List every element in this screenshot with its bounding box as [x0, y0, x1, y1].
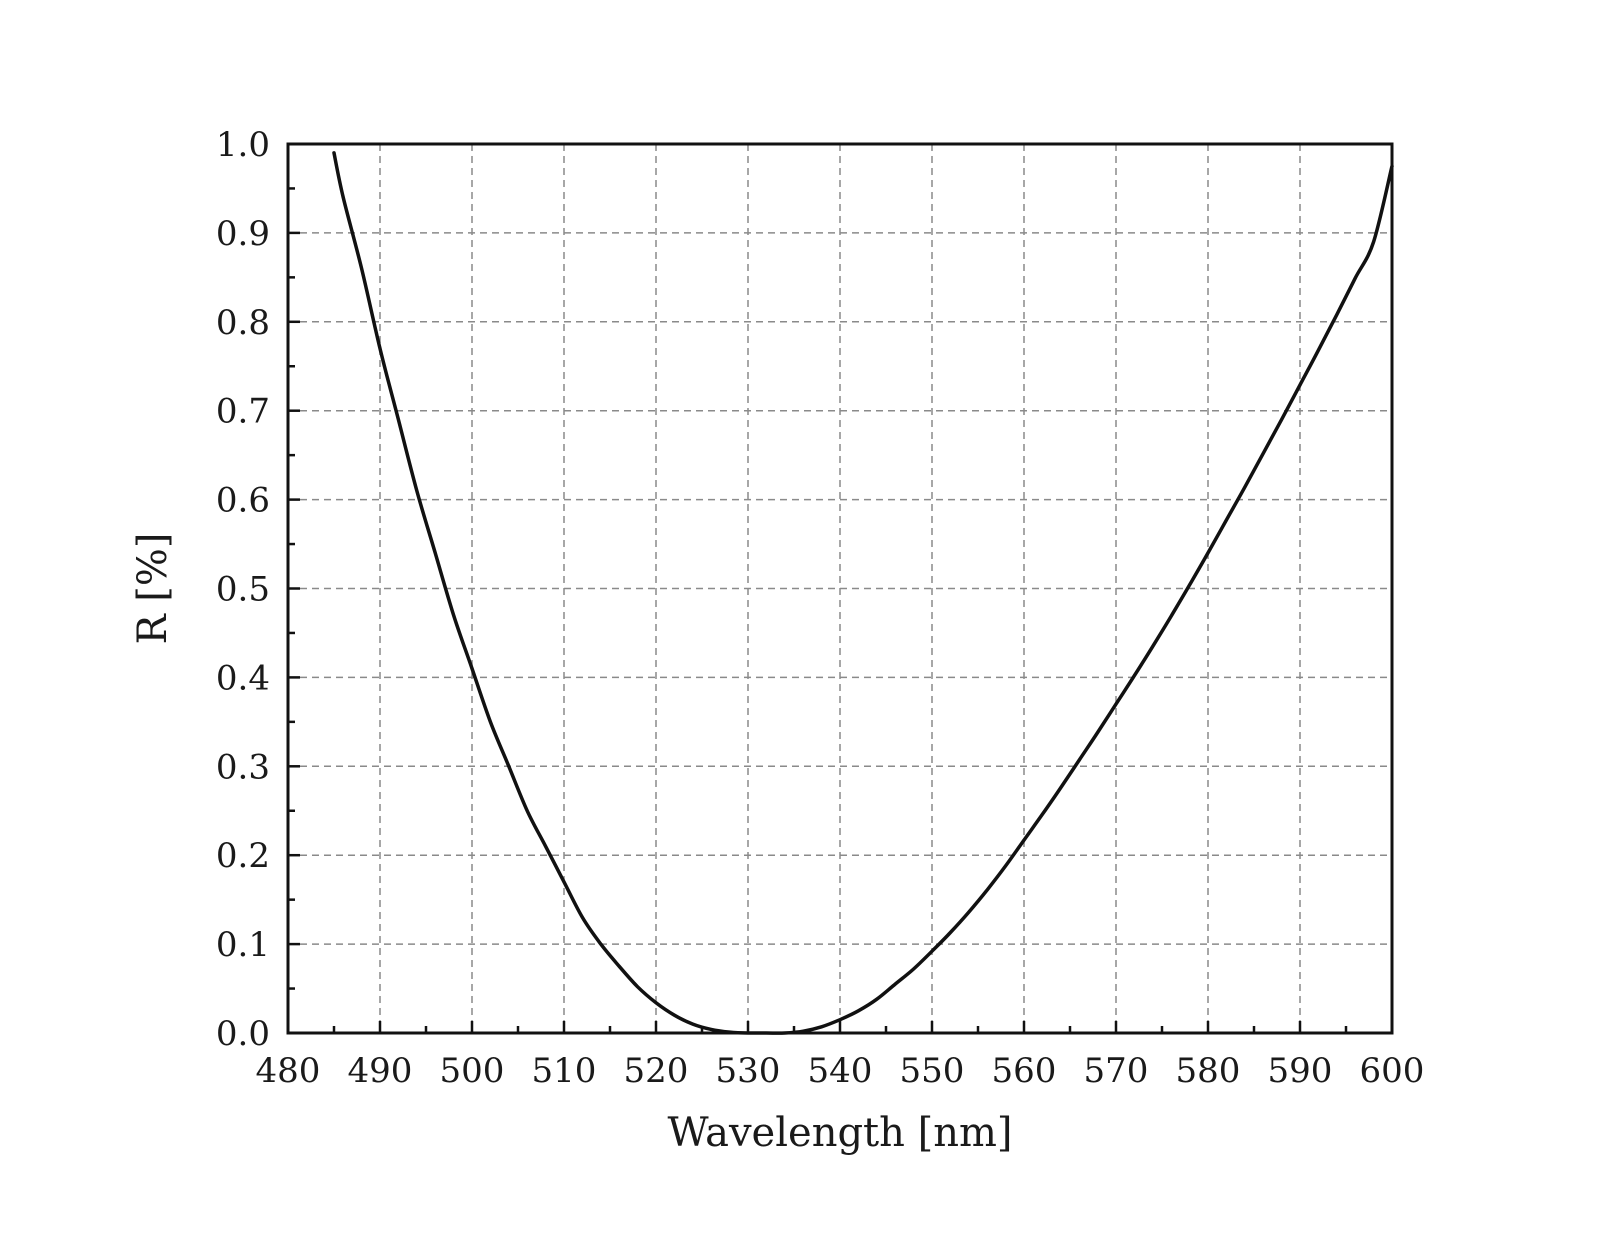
- x-tick-label: 530: [716, 1051, 781, 1091]
- x-tick-label: 600: [1360, 1051, 1425, 1091]
- x-tick-label: 510: [532, 1051, 597, 1091]
- x-tick-label: 540: [808, 1051, 873, 1091]
- y-tick-label: 0.2: [216, 836, 270, 876]
- y-tick-label: 0.7: [216, 392, 270, 432]
- y-tick-label: 0.4: [216, 658, 270, 698]
- axis-ticks: [286, 142, 1394, 1035]
- y-tick-label: 0.6: [216, 481, 270, 521]
- reflectance-curve: [332, 151, 1394, 1035]
- x-tick-label: 550: [900, 1051, 965, 1091]
- x-tick-label: 520: [624, 1051, 689, 1091]
- x-tick-labels: 480 490 500 510 520 530 540 550 560 570 580 590 600: [256, 1051, 1425, 1091]
- x-tick-label: 480: [256, 1051, 321, 1091]
- y-tick-label: 0.0: [216, 1014, 270, 1054]
- y-tick-label: 1.0: [216, 125, 270, 165]
- y-tick-labels: 0.0 0.1 0.2 0.3 0.4 0.5 0.6 0.7 0.8 0.9 1.0: [216, 125, 270, 1054]
- y-tick-label: 0.8: [216, 303, 270, 343]
- x-tick-label: 500: [440, 1051, 505, 1091]
- data-series: [332, 151, 1394, 1035]
- y-tick-label: 0.9: [216, 214, 270, 254]
- y-tick-label: 0.1: [216, 925, 270, 965]
- x-tick-label: 570: [1084, 1051, 1149, 1091]
- x-tick-label: 580: [1176, 1051, 1241, 1091]
- x-tick-label: 560: [992, 1051, 1057, 1091]
- y-tick-label: 0.3: [216, 747, 270, 787]
- y-tick-label: 0.5: [216, 570, 270, 610]
- y-axis-title: R [%]: [130, 532, 176, 644]
- x-axis-title: Wavelength [nm]: [667, 1110, 1012, 1156]
- x-tick-label: 590: [1268, 1051, 1333, 1091]
- grid: [288, 144, 1392, 1033]
- x-tick-label: 490: [348, 1051, 413, 1091]
